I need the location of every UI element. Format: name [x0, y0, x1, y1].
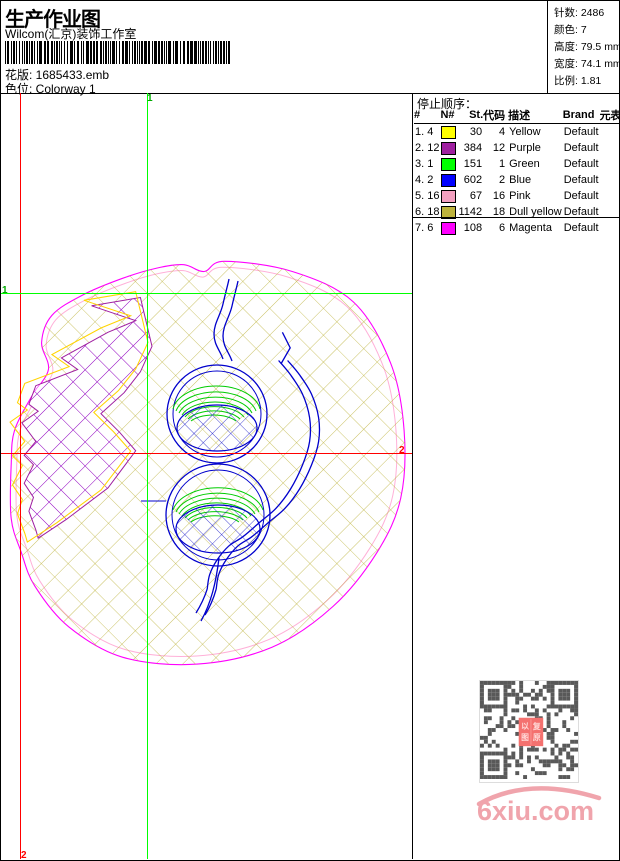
svg-text:复: 复: [532, 721, 541, 731]
svg-text:以: 以: [521, 722, 529, 731]
svg-text:原: 原: [533, 733, 541, 742]
svg-text:图: 图: [521, 733, 529, 742]
svg-text:6xiu.com: 6xiu.com: [477, 796, 594, 824]
